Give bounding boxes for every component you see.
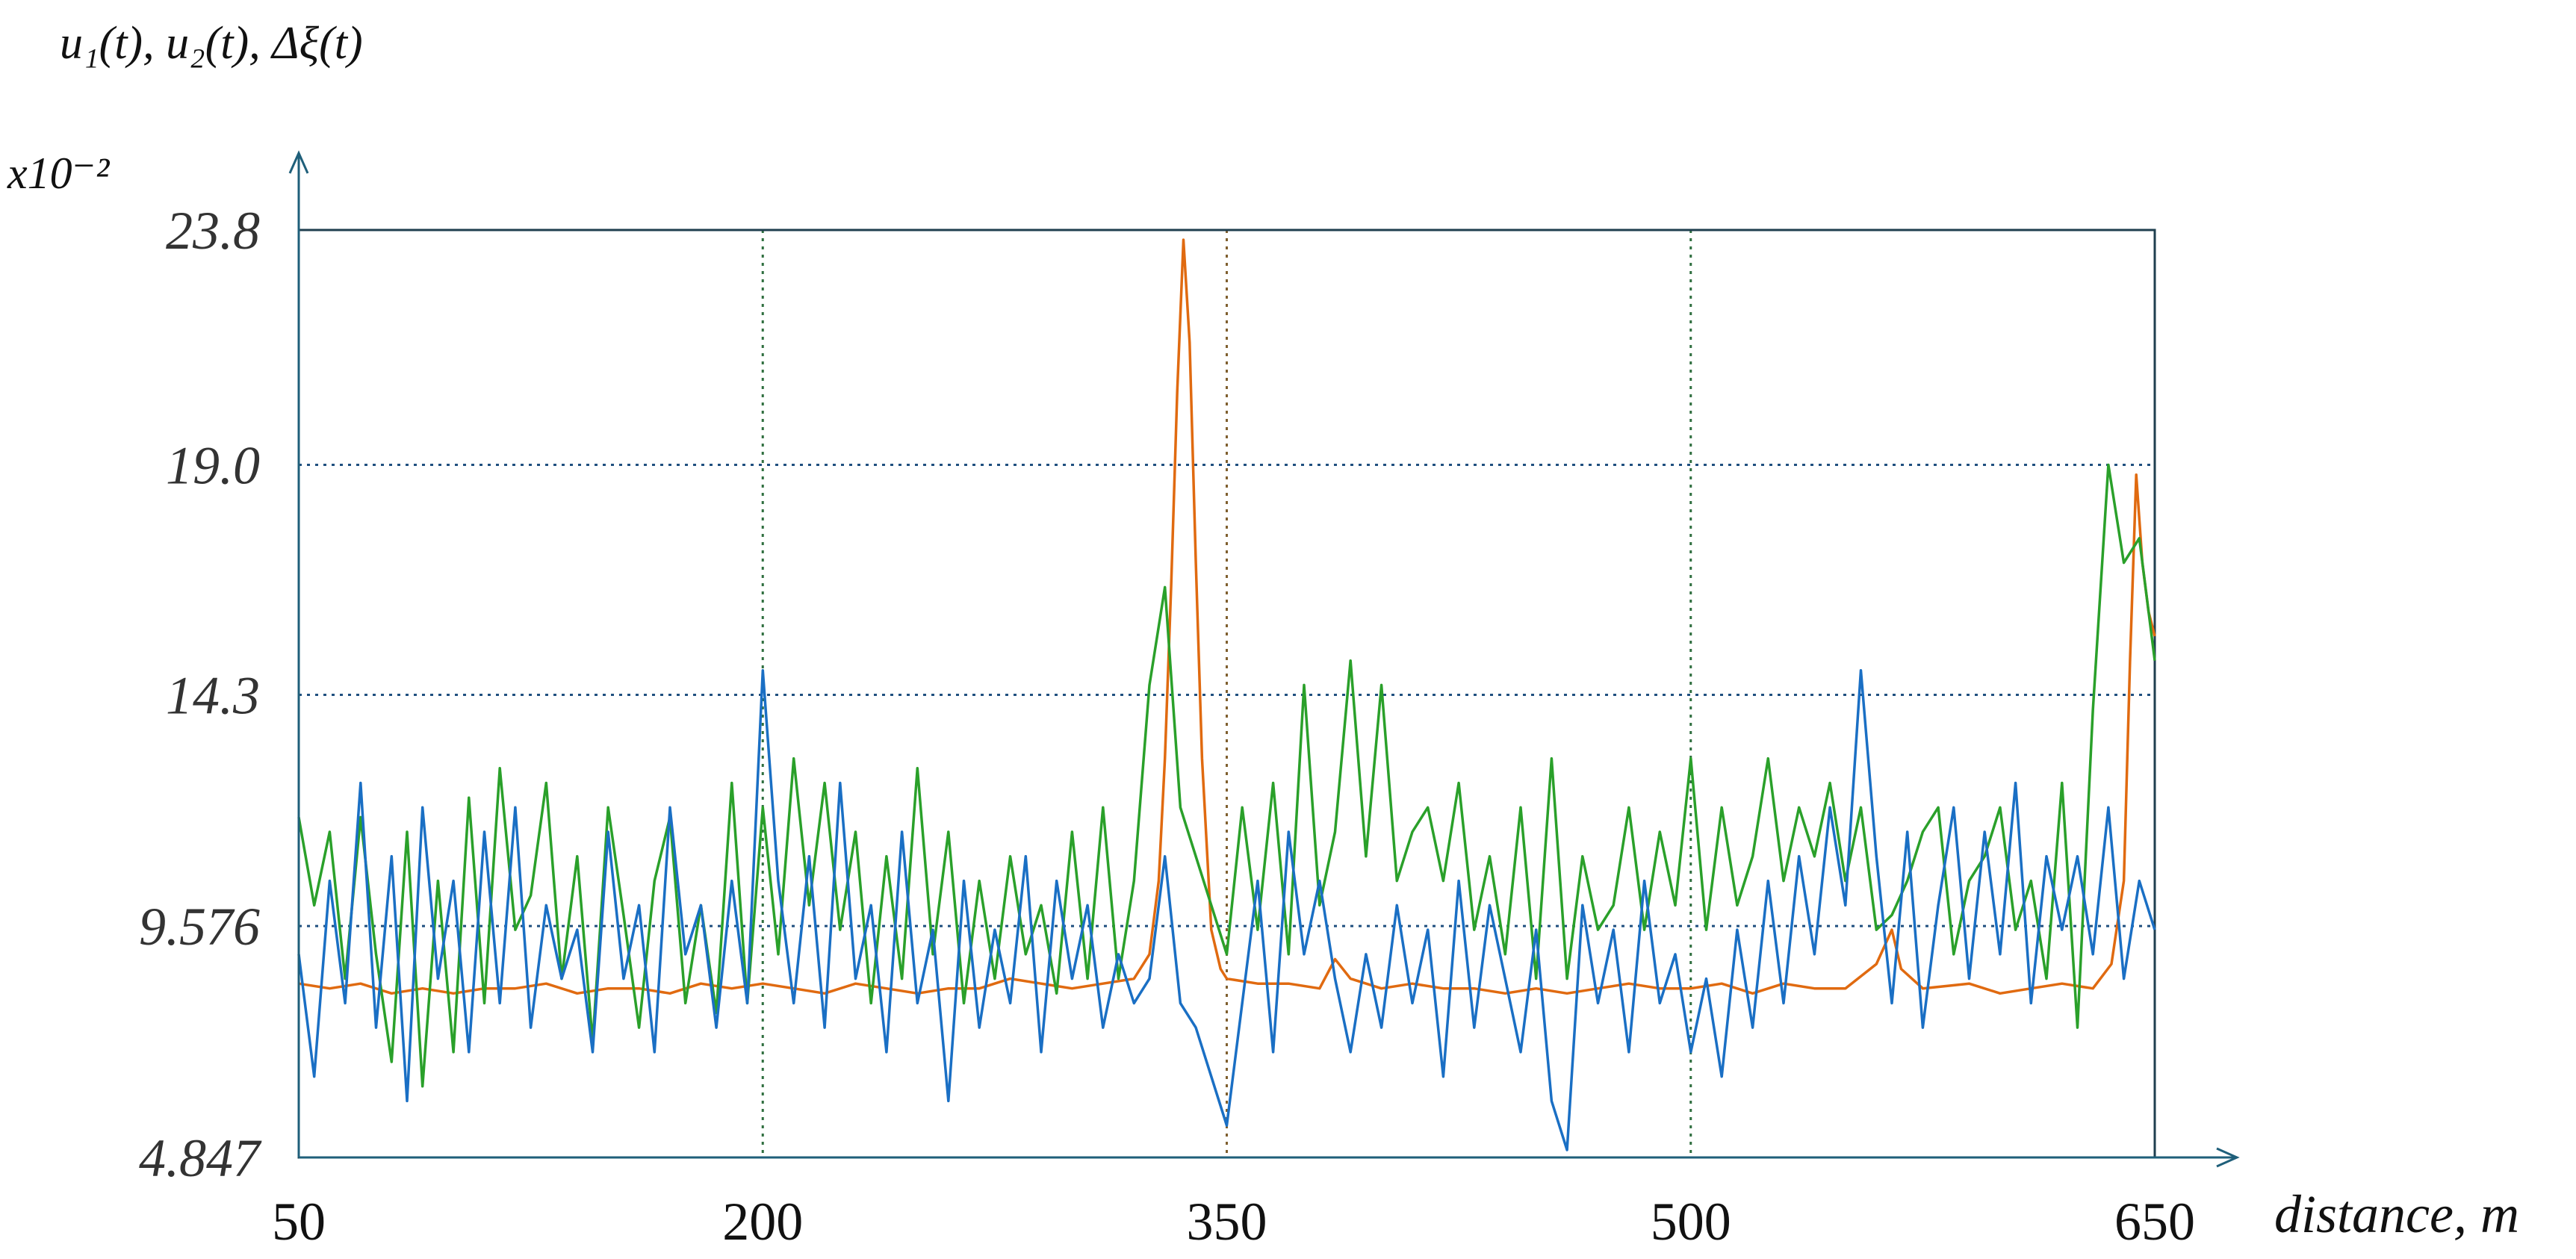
series-line-2 [297, 669, 2156, 1151]
x-tick-label-1: 200 [722, 1192, 803, 1252]
y-tick-label-3: 19.0 [166, 436, 260, 496]
x-tick-labels: 50 200 350 500 650 [272, 1192, 2195, 1252]
axes [288, 150, 2240, 1168]
series-group [297, 238, 2156, 1151]
y-tick-label-4: 23.8 [166, 201, 260, 261]
x-axis-label: distance, m [2274, 1184, 2519, 1244]
x-tick-label-4: 650 [2114, 1192, 2195, 1252]
x-tick-label-3: 500 [1651, 1192, 1731, 1252]
y-scale-label: x10⁻² [7, 149, 110, 198]
series-line-1 [297, 463, 2156, 1088]
series-line-0 [298, 238, 2156, 995]
x-tick-label-2: 350 [1187, 1192, 1267, 1252]
y-tick-label-2: 14.3 [166, 666, 260, 726]
x-axis-arrow [2216, 1147, 2240, 1168]
y-tick-label-0: 4.847 [139, 1128, 262, 1188]
x-tick-label-0: 50 [272, 1192, 326, 1252]
plot-frame [297, 229, 2156, 1159]
y-tick-label-1: 9.576 [139, 897, 260, 957]
y-tick-labels: 4.847 9.576 14.3 19.0 23.8 [139, 201, 262, 1188]
chart-title: u₁(t), u₂(t), Δξ(t) [60, 18, 363, 69]
grid [299, 229, 2155, 1157]
y-axis-arrow [288, 150, 309, 174]
